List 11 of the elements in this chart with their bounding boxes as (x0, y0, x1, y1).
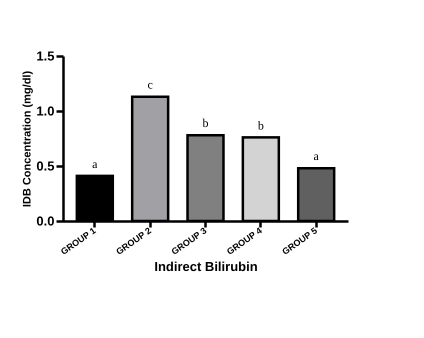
y-tick-label: 0.0 (36, 214, 54, 228)
y-tick-label: 1.0 (36, 104, 54, 118)
annotation: a (314, 149, 320, 164)
y-tick-label: 0.5 (36, 158, 54, 174)
x-axis-title: Indirect Bilirubin (154, 258, 258, 274)
annotation: c (147, 78, 153, 92)
annotation: b (258, 118, 264, 132)
y-tick-label: 1.5 (36, 48, 54, 64)
annotation: b (202, 116, 208, 130)
y-axis-title: IDB Concentration (mg/dl) (21, 70, 34, 208)
annotation: a (92, 156, 98, 171)
